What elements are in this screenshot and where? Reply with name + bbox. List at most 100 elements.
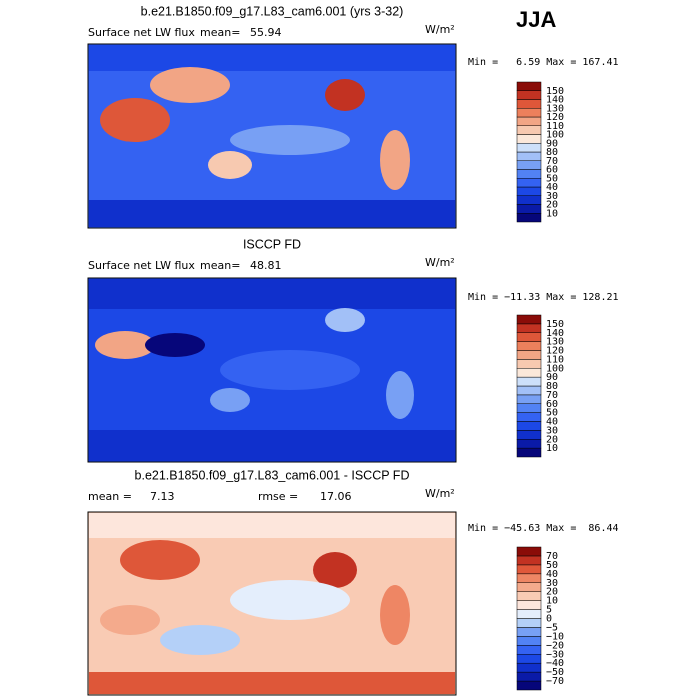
units: W/m² [425, 256, 455, 269]
colorbar-box [516, 341, 542, 351]
colorbar-label: 150 [546, 319, 564, 330]
mean-label: mean= [200, 259, 240, 272]
colorbar-box [516, 116, 542, 126]
mean-value: 48.81 [250, 259, 282, 272]
mean-value: 7.13 [150, 490, 175, 503]
colorbar-label: −70 [546, 676, 564, 687]
map [87, 511, 457, 696]
colorbar-box [516, 350, 542, 360]
colorbar-box [516, 323, 542, 333]
colorbar-box [516, 160, 542, 170]
colorbar-label: 70 [546, 156, 558, 167]
colorbar-label: 10 [546, 443, 558, 454]
map [87, 43, 457, 229]
colorbar-label: 140 [546, 95, 564, 106]
colorbar-label: 20 [546, 200, 558, 211]
colorbar-label: 50 [546, 408, 558, 419]
stats: Min = −11.33 Max = 128.21 [468, 292, 619, 303]
colorbar-box [516, 680, 542, 691]
colorbar-label: 150 [546, 86, 564, 97]
stats: Min = −45.63 Max = 86.44 [468, 523, 619, 534]
colorbar-label: 120 [546, 112, 564, 123]
colorbar-label: 10 [546, 596, 558, 607]
colorbar-box [516, 81, 542, 91]
colorbar-label: 130 [546, 103, 564, 114]
colorbar-box [516, 636, 542, 646]
units: W/m² [425, 23, 455, 36]
colorbar-box [516, 376, 542, 387]
colorbar-box [516, 134, 542, 144]
colorbar-box [516, 600, 542, 610]
colorbar-box [516, 439, 542, 449]
stats: Min = 6.59 Max = 167.41 [468, 57, 619, 68]
colorbar-label: 70 [546, 390, 558, 401]
colorbar-box [516, 90, 542, 100]
colorbar-label: 30 [546, 191, 558, 202]
colorbar-box [516, 654, 542, 664]
rmse-value: 17.06 [320, 490, 352, 503]
panel-title: ISCCP FD [243, 237, 301, 251]
colorbar-box [516, 359, 542, 369]
colorbar-label: −10 [546, 631, 564, 642]
colorbar-box [516, 186, 542, 196]
colorbar-label: 60 [546, 399, 558, 410]
colorbar-label: 40 [546, 569, 558, 580]
colorbar-box [516, 412, 542, 422]
colorbar-label: 120 [546, 346, 564, 357]
colorbar-box [516, 582, 542, 592]
panel-title: b.e21.B1850.f09_g17.L83_cam6.001 (yrs 3-… [141, 4, 404, 18]
mean-label: mean= [200, 26, 240, 39]
colorbar-box [516, 213, 542, 223]
colorbar-box [516, 618, 542, 628]
colorbar-box [516, 178, 542, 188]
colorbar-box [516, 546, 542, 557]
colorbar-box [516, 564, 542, 575]
map [87, 277, 457, 463]
colorbar-box [516, 447, 542, 458]
colorbar-label: 5 [546, 605, 552, 616]
colorbar-label: 90 [546, 372, 558, 383]
colorbar-label: 80 [546, 381, 558, 392]
colorbar-box [516, 394, 542, 404]
colorbar-box [516, 573, 542, 583]
colorbar-label: 110 [546, 354, 564, 365]
colorbar-box [516, 332, 542, 342]
colorbar-box [516, 108, 542, 118]
colorbar-box [516, 195, 542, 205]
colorbar-label: −40 [546, 658, 564, 669]
colorbar-label: −5 [546, 622, 558, 633]
colorbar-label: −20 [546, 640, 564, 651]
rmse-label: rmse = [258, 490, 298, 503]
colorbar-box [516, 368, 542, 378]
colorbar-box [516, 125, 542, 135]
mean-label: mean = [88, 490, 132, 503]
colorbar-label: 80 [546, 147, 558, 158]
colorbar-box [516, 314, 542, 325]
colorbar-label: 20 [546, 434, 558, 445]
colorbar-label: 0 [546, 614, 552, 625]
colorbar-label: 50 [546, 560, 558, 571]
panel-title: b.e21.B1850.f09_g17.L83_cam6.001 - ISCCP… [135, 468, 410, 482]
colorbar-label: 100 [546, 130, 564, 141]
units: W/m² [425, 487, 455, 500]
colorbar-box [516, 143, 542, 153]
colorbar-box [516, 99, 542, 109]
variable-label: Surface net LW flux [88, 259, 195, 272]
colorbar-label: 50 [546, 173, 558, 184]
colorbar-label: 40 [546, 182, 558, 193]
colorbar-label: 70 [546, 551, 558, 562]
season-label: JJA [516, 7, 556, 32]
colorbar-label: 40 [546, 417, 558, 428]
variable-label: Surface net LW flux [88, 26, 195, 39]
colorbar-box [516, 671, 542, 682]
colorbar-box [516, 662, 542, 673]
colorbar-box [516, 151, 542, 161]
colorbar-label: 30 [546, 425, 558, 436]
colorbar-box [516, 555, 542, 566]
colorbar-box [516, 627, 542, 637]
colorbar-label: −50 [546, 667, 564, 678]
colorbar-box [516, 204, 542, 214]
colorbar-box [516, 609, 542, 619]
colorbar-label: 10 [546, 208, 558, 219]
